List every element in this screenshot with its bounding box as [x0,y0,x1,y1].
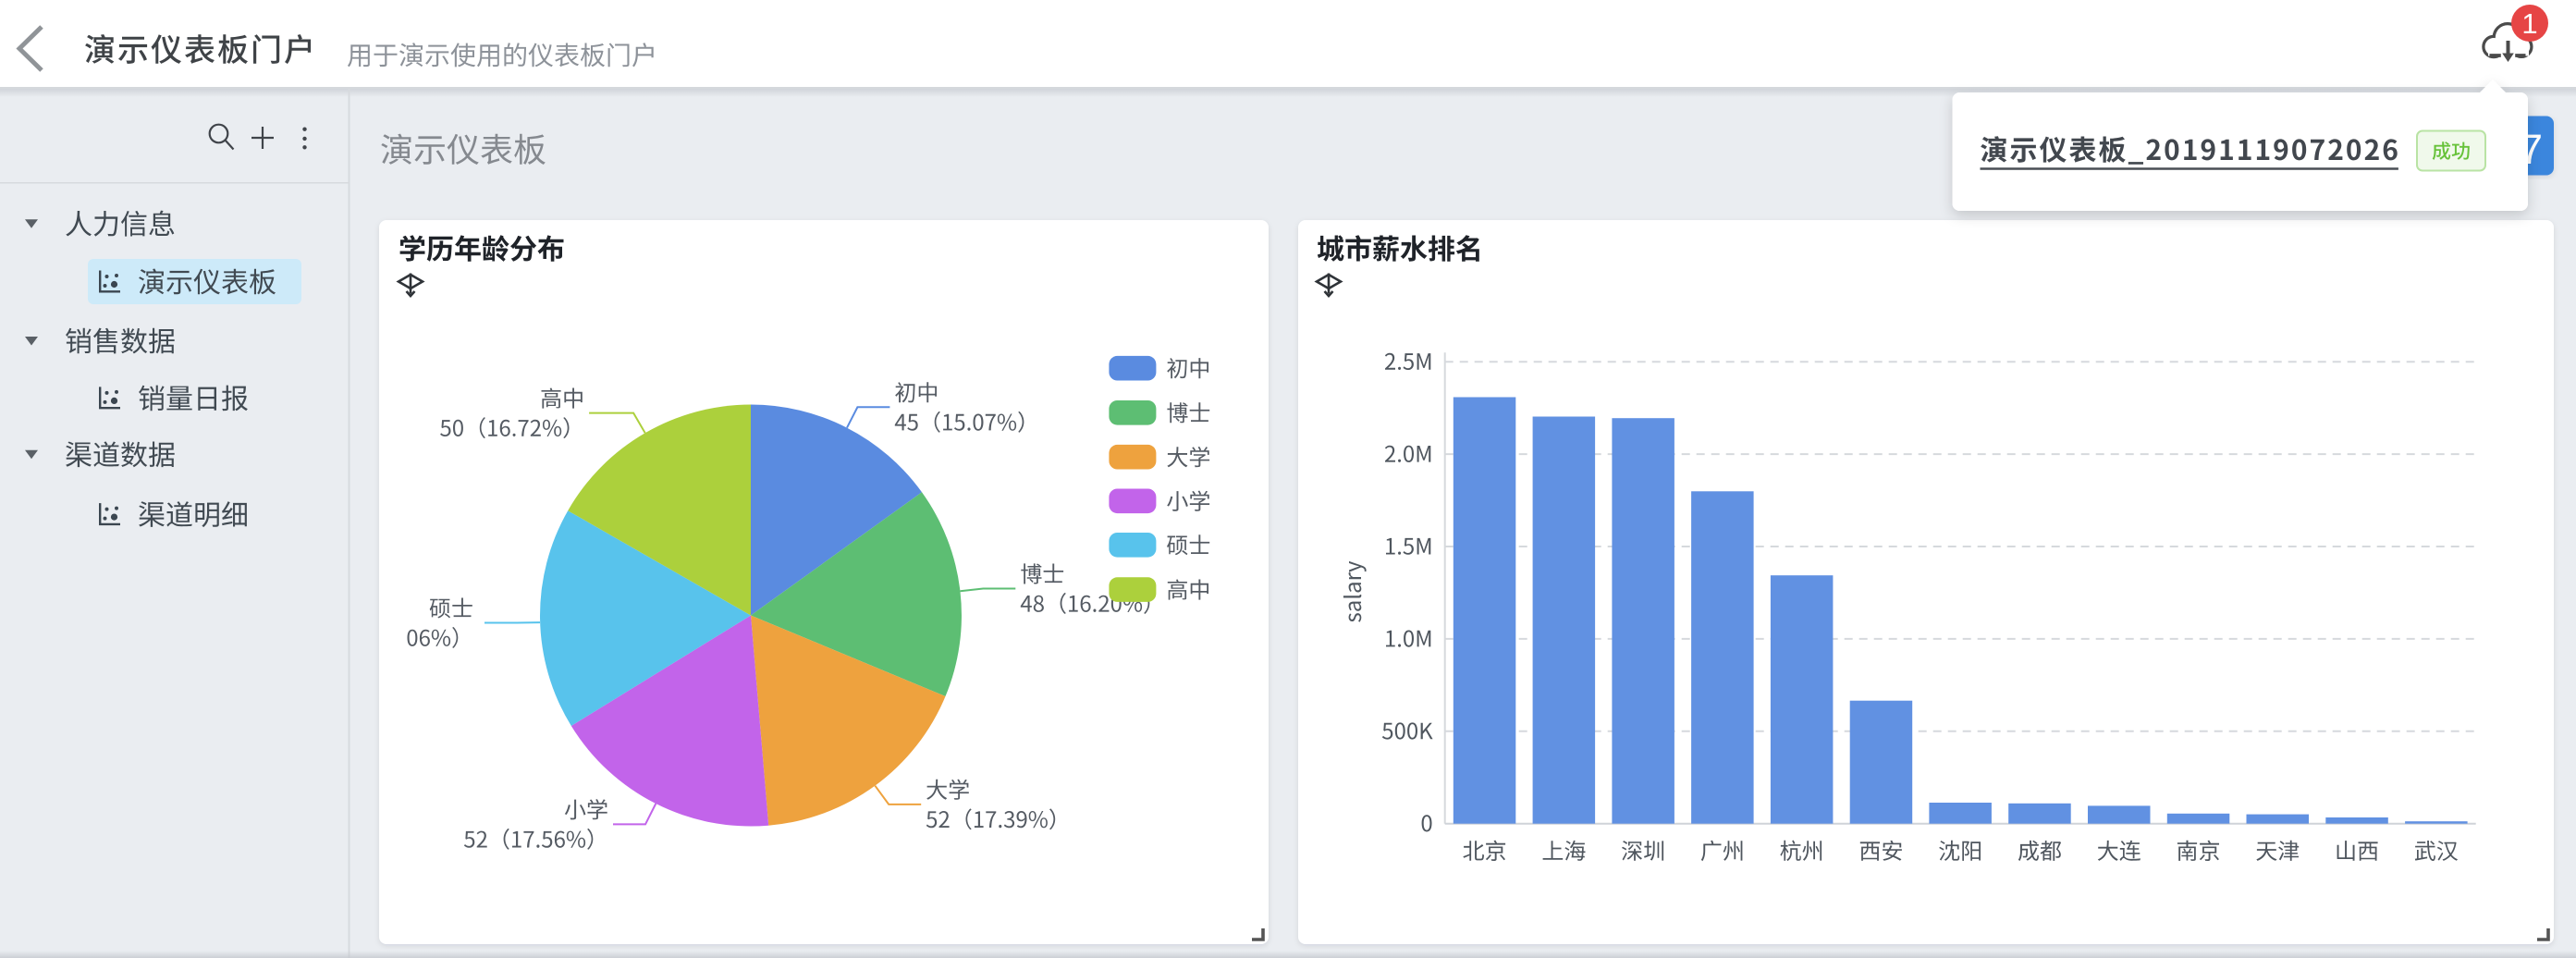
svg-text:1: 1 [2521,7,2537,40]
